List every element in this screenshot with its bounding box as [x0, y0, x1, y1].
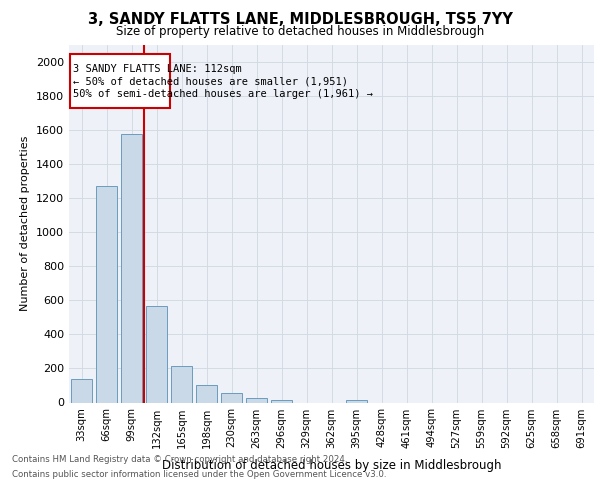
Text: Size of property relative to detached houses in Middlesbrough: Size of property relative to detached ho…	[116, 25, 484, 38]
Bar	[96, 186, 117, 402]
Bar	[171, 366, 192, 403]
Bar	[221, 393, 242, 402]
Text: 3, SANDY FLATTS LANE, MIDDLESBROUGH, TS5 7YY: 3, SANDY FLATTS LANE, MIDDLESBROUGH, TS5…	[88, 12, 512, 28]
Bar	[121, 134, 142, 402]
Bar	[346, 400, 367, 402]
FancyBboxPatch shape	[70, 54, 170, 108]
Bar	[146, 306, 167, 402]
Text: 50% of semi-detached houses are larger (1,961) →: 50% of semi-detached houses are larger (…	[73, 90, 373, 100]
Text: Contains public sector information licensed under the Open Government Licence v3: Contains public sector information licen…	[12, 470, 386, 479]
Text: Contains HM Land Registry data © Crown copyright and database right 2024.: Contains HM Land Registry data © Crown c…	[12, 455, 347, 464]
Bar	[246, 398, 267, 402]
Text: 3 SANDY FLATTS LANE: 112sqm: 3 SANDY FLATTS LANE: 112sqm	[73, 64, 242, 74]
Y-axis label: Number of detached properties: Number of detached properties	[20, 136, 31, 312]
X-axis label: Distribution of detached houses by size in Middlesbrough: Distribution of detached houses by size …	[162, 459, 501, 472]
Text: ← 50% of detached houses are smaller (1,951): ← 50% of detached houses are smaller (1,…	[73, 76, 348, 86]
Bar	[196, 386, 217, 402]
Bar	[71, 378, 92, 402]
Bar	[271, 400, 292, 402]
